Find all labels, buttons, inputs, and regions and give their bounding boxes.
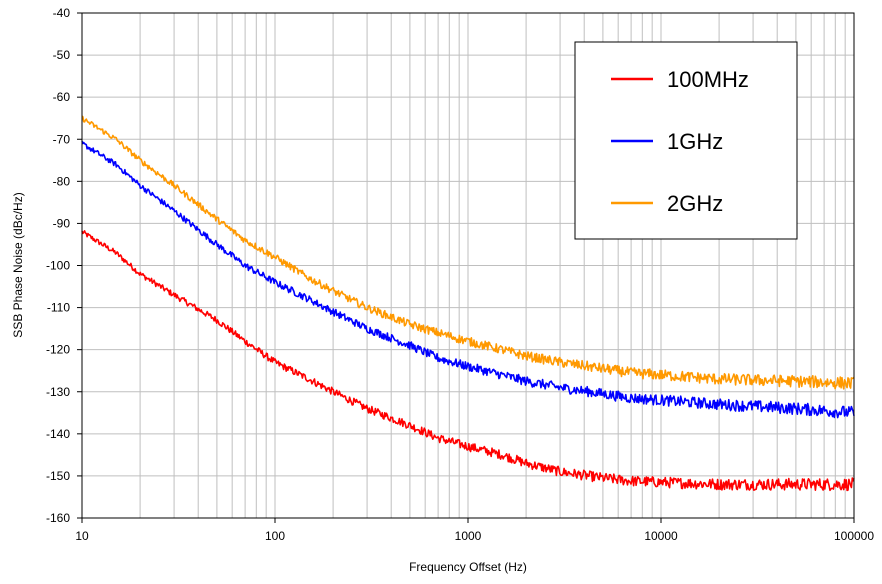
x-tick-label: 100000 [834, 529, 874, 543]
y-tick-label: -70 [53, 132, 71, 146]
series-line-100mhz [81, 230, 855, 492]
y-tick-label: -140 [46, 427, 70, 441]
y-tick-label: -120 [46, 343, 70, 357]
x-tick-label: 10 [75, 529, 89, 543]
x-axis-title: Frequency Offset (Hz) [409, 560, 527, 574]
x-tick-label: 1000 [455, 529, 482, 543]
legend-label: 100MHz [667, 67, 749, 92]
series-group [81, 115, 855, 492]
legend-label: 1GHz [667, 129, 723, 154]
y-tick-label: -50 [53, 48, 71, 62]
y-tick-label: -90 [53, 216, 71, 230]
legend-items: 100MHz 1GHz 2GHz [611, 67, 749, 216]
y-tick-label: -40 [53, 6, 71, 20]
y-tick-labels: -40 -50 -60 -70 -80 -90 -100 -110 -120 -130 -140 -1… [46, 6, 82, 525]
y-tick-label: -100 [46, 259, 70, 273]
x-tick-labels: 10 100 1000 10000 100000 [75, 518, 874, 543]
y-tick-label: -80 [53, 174, 71, 188]
legend: 100MHz 1GHz 2GHz [574, 41, 798, 240]
legend-label: 2GHz [667, 191, 723, 216]
x-tick-label: 100 [265, 529, 285, 543]
series-line-2ghz [81, 115, 855, 390]
y-tick-label: -160 [46, 511, 70, 525]
y-axis-title: SSB Phase Noise (dBc/Hz) [11, 192, 25, 337]
y-tick-label: -130 [46, 385, 70, 399]
x-tick-label: 10000 [644, 529, 678, 543]
y-tick-label: -60 [53, 90, 71, 104]
series-line-1ghz [81, 140, 855, 419]
y-tick-label: -150 [46, 469, 70, 483]
y-tick-label: -110 [47, 301, 70, 315]
